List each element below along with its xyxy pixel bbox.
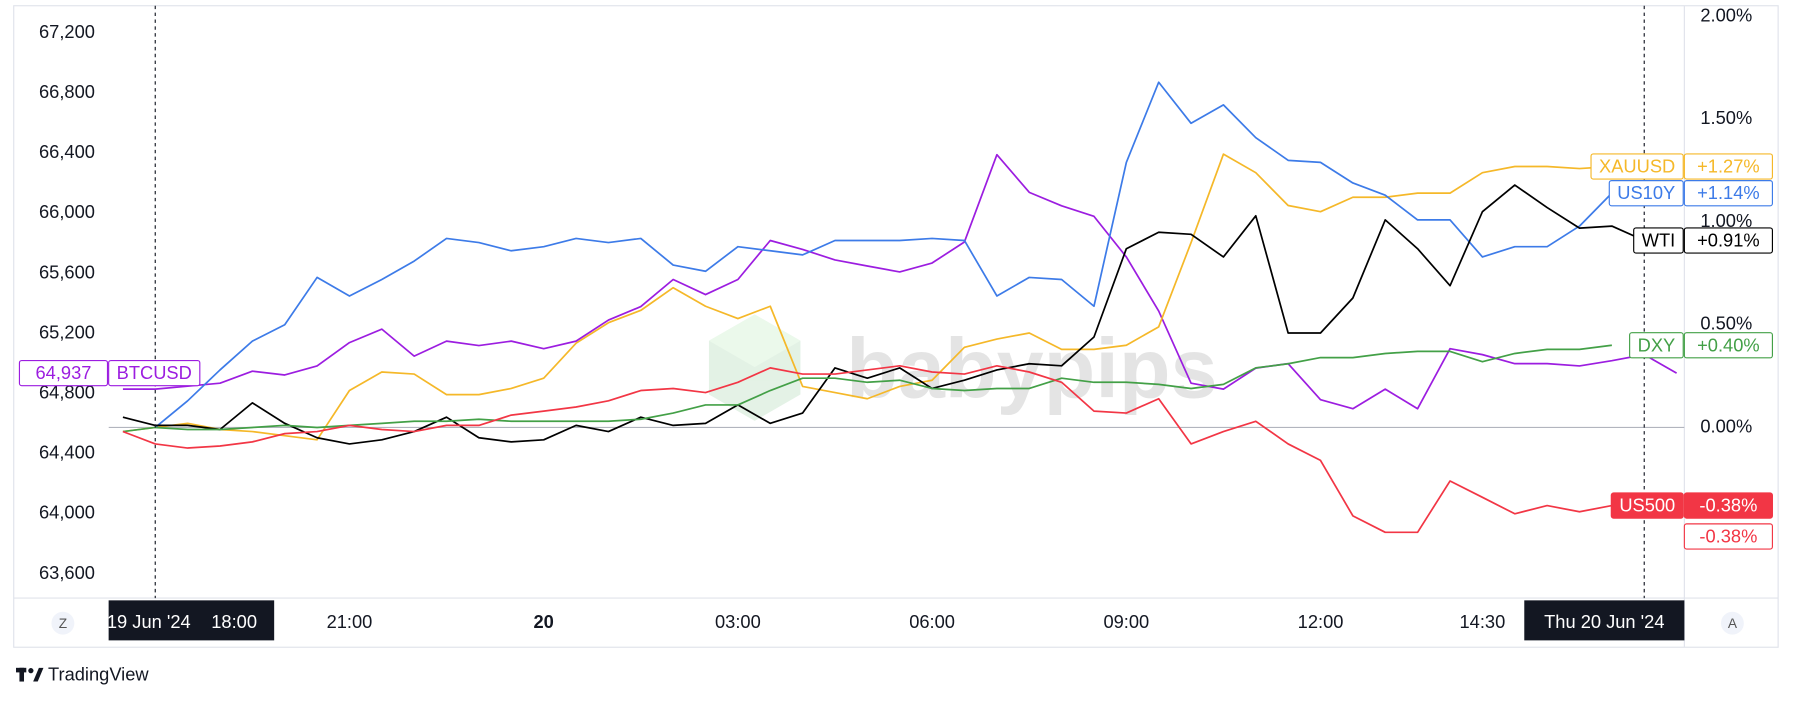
series-name-tag-box <box>1610 492 1684 519</box>
value-label-box <box>1683 227 1773 254</box>
y-tick-label: 65,600 <box>39 261 95 282</box>
y-tick-label: 66,400 <box>39 141 95 162</box>
crosshair-box <box>1524 600 1685 641</box>
footer-logo <box>16 667 44 682</box>
y2-tick-label: 2.00% <box>1700 4 1752 25</box>
y-tick-label: 64,000 <box>39 502 95 523</box>
series-name-tag: DXY <box>1638 334 1676 355</box>
x-tick-label: 09:00 <box>1103 611 1149 632</box>
y2-tick-label: 1.00% <box>1700 210 1752 231</box>
series-name-tag: WTI <box>1642 229 1676 250</box>
x-tick-label: 21:00 <box>327 611 373 632</box>
series-name-tag-box <box>108 359 201 387</box>
change-label-box <box>1683 523 1773 550</box>
y-tick-label: 66,800 <box>39 81 95 102</box>
y-tick-label: 66,000 <box>39 201 95 222</box>
series-line <box>122 364 1613 534</box>
plot-area <box>108 81 1685 534</box>
crosshair-time: 18:00 <box>211 611 257 632</box>
x-tick-label: 12:00 <box>1298 611 1344 632</box>
value-label-box <box>1683 180 1773 207</box>
series-line <box>122 184 1645 445</box>
series-name-tag: US500 <box>1619 495 1675 516</box>
crosshair-date: Thu 20 Jun '24 <box>1544 611 1664 632</box>
series-line <box>122 344 1612 433</box>
series-name-tag-box <box>1590 153 1684 180</box>
x-tick-label: 06:00 <box>909 611 955 632</box>
value-label: +0.91% <box>1697 229 1760 250</box>
y2-tick-label: 1.50% <box>1700 107 1752 128</box>
y-tick-label: 67,200 <box>39 21 95 42</box>
x-tick-label: 03:00 <box>715 611 761 632</box>
series-name-tag: US10Y <box>1617 182 1675 203</box>
y2-tick-label: 0.50% <box>1700 313 1752 334</box>
crosshair-box <box>108 600 275 641</box>
value-label-box <box>1683 332 1773 359</box>
watermark-logo <box>708 314 801 421</box>
x-tick-label: 20 <box>534 611 554 632</box>
value-label: +1.27% <box>1697 155 1760 176</box>
series-name-tag-box <box>1608 180 1684 207</box>
a-button-bg[interactable] <box>1720 611 1744 635</box>
a-button-label[interactable]: A <box>1728 616 1738 631</box>
chart-frame <box>13 5 1779 648</box>
value-label: -0.38% <box>1699 495 1757 516</box>
z-button-label[interactable]: Z <box>59 616 67 631</box>
value-label: 64,937 <box>36 362 92 383</box>
series-name-tag-box <box>1633 227 1684 254</box>
y-tick-label: 63,600 <box>39 562 95 583</box>
footer-brand: TradingView <box>48 664 149 685</box>
y-tick-label: 65,200 <box>39 321 95 342</box>
series-line <box>122 153 1678 410</box>
value-label: +1.14% <box>1697 182 1760 203</box>
series-line <box>154 81 1613 429</box>
series-name-tag-box <box>1629 332 1684 359</box>
series-name-tag: BTCUSD <box>117 362 192 383</box>
value-label-box <box>18 359 109 387</box>
z-button[interactable]: Z <box>51 611 75 635</box>
x-tick-label: 14:30 <box>1460 611 1506 632</box>
z-button-bg[interactable] <box>51 611 75 635</box>
series-line <box>122 153 1612 441</box>
value-label-box <box>1683 153 1773 180</box>
series-name-tag: XAUUSD <box>1599 155 1675 176</box>
change-label: -0.38% <box>1699 525 1757 546</box>
y2-tick-label: 0.00% <box>1700 415 1752 436</box>
y-tick-label: 64,400 <box>39 442 95 463</box>
a-button[interactable]: A <box>1720 611 1744 635</box>
y-tick-label: 64,800 <box>39 382 95 403</box>
value-label-box <box>1683 492 1773 519</box>
crosshair-date: 19 Jun '24 <box>107 611 191 632</box>
value-label: +0.40% <box>1697 334 1760 355</box>
